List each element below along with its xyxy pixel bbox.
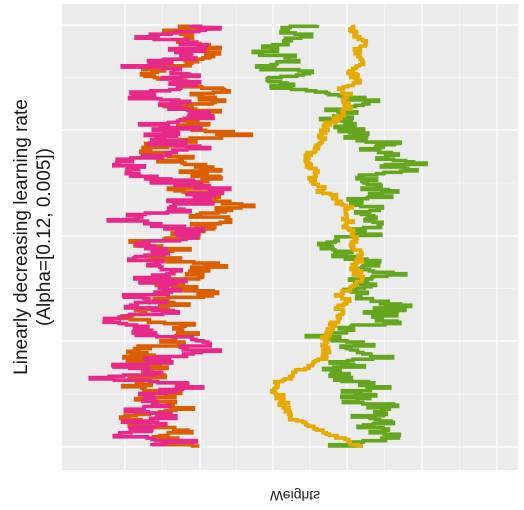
plot-panel [62, 4, 518, 470]
y-axis-label-line-1: Linearly decreasing learning rate [11, 99, 32, 375]
series-line-2 [88, 24, 232, 447]
series-layer [88, 24, 428, 448]
grid [62, 4, 518, 470]
y-axis-label-line-2: (Alpha=[0.12, 0.005]) [34, 148, 55, 326]
x-axis-label: Weights [270, 488, 320, 504]
series-line-4 [269, 24, 369, 448]
